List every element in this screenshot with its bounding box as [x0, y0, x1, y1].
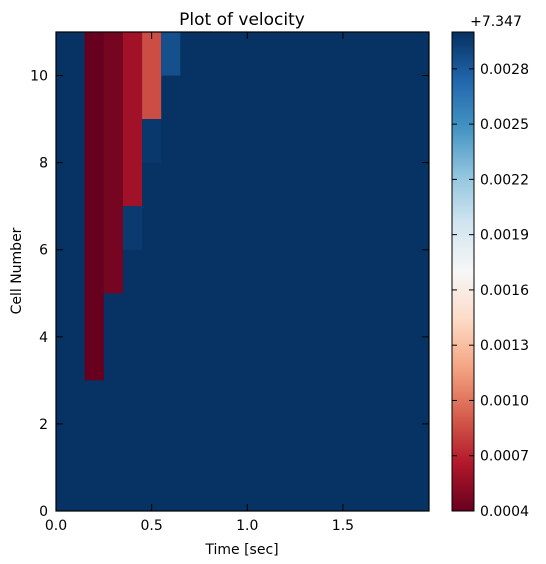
heatmap-cell-0: [84, 32, 104, 381]
heatmap-cell-5: [142, 119, 162, 163]
x-axis-ticks: 0.0 0.5 1.0 1.5: [45, 32, 354, 534]
y-tick-label: 8: [39, 156, 48, 172]
colorbar-tick-label: 0.0013: [480, 338, 529, 354]
colorbar-offset-label: +7.347: [470, 14, 522, 30]
y-axis-ticks: 0 2 4 6 8 10: [30, 69, 429, 520]
colorbar-tick-label: 0.0004: [480, 504, 529, 520]
chart-title: Plot of velocity: [179, 10, 305, 30]
y-axis-label: Cell Number: [9, 227, 25, 314]
y-tick-label: 4: [39, 330, 48, 346]
y-tick-label: 6: [39, 243, 48, 259]
colorbar-tick-label: 0.0019: [480, 228, 529, 244]
colorbar-tick-label: 0.0007: [480, 449, 529, 465]
x-tick-label: 1.5: [332, 518, 354, 534]
colorbar-ticks: 0.0004 0.0007 0.0010 0.0013 0.0016 0.0019 0.00…: [452, 62, 529, 520]
x-tick-label: 0.0: [45, 518, 67, 534]
colorbar-tick-label: 0.0016: [480, 283, 529, 299]
y-tick-label: 0: [39, 504, 48, 520]
plot-frame: [55, 31, 430, 512]
y-tick-label: 10: [30, 69, 48, 85]
x-tick-label: 0.5: [141, 518, 163, 534]
y-tick-label: 2: [39, 417, 48, 433]
heatmap-cell-2: [122, 32, 143, 207]
x-axis-label: Time [sec]: [204, 542, 278, 558]
colorbar-tick-label: 0.0025: [480, 117, 529, 133]
heatmap-cell-3: [122, 206, 143, 250]
heatmap-cell-1: [103, 32, 123, 294]
colorbar-tick-label: 0.0022: [480, 172, 529, 188]
colorbar-tick-label: 0.0010: [480, 393, 529, 409]
heatmap-cell-4: [142, 32, 162, 120]
colorbar: [451, 31, 475, 512]
x-tick-label: 1.0: [236, 518, 258, 534]
heatmap-cell-6: [161, 32, 181, 76]
heatmap-cells: [56, 32, 429, 511]
colorbar-tick-label: 0.0028: [480, 62, 529, 78]
